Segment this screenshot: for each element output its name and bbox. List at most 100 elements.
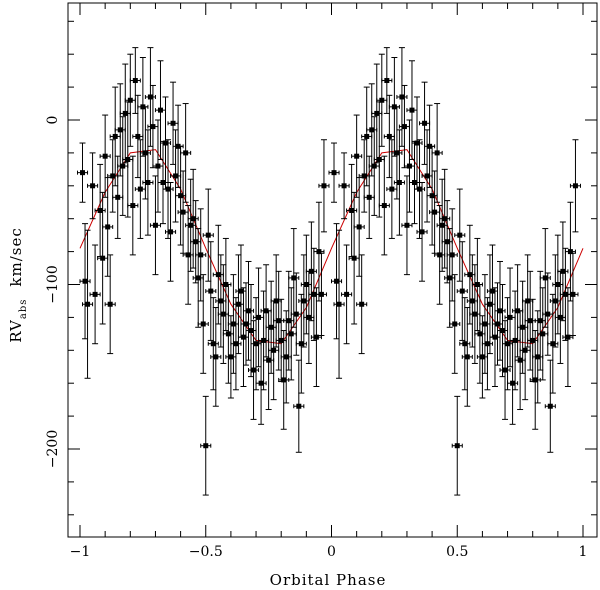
data-point bbox=[122, 101, 134, 218]
point-marker bbox=[457, 232, 463, 238]
data-point bbox=[371, 63, 383, 164]
point-marker bbox=[152, 222, 158, 228]
data-point bbox=[295, 293, 307, 394]
point-marker bbox=[505, 341, 511, 347]
x-tick-label: 1 bbox=[579, 544, 588, 560]
point-marker bbox=[334, 278, 340, 284]
point-marker bbox=[371, 163, 377, 169]
point-marker bbox=[150, 124, 156, 130]
point-marker bbox=[487, 301, 493, 307]
data-point bbox=[127, 155, 139, 256]
point-marker bbox=[411, 180, 417, 186]
data-point bbox=[250, 297, 262, 391]
data-point bbox=[114, 83, 126, 177]
data-point bbox=[502, 297, 514, 391]
data-point bbox=[76, 142, 89, 203]
data-point bbox=[426, 145, 438, 246]
data-point bbox=[557, 221, 569, 322]
data-point bbox=[403, 119, 415, 213]
point-marker bbox=[160, 180, 166, 186]
point-marker bbox=[198, 252, 204, 258]
point-marker bbox=[122, 110, 128, 116]
point-marker bbox=[105, 224, 111, 230]
data-point bbox=[499, 320, 511, 420]
point-marker bbox=[112, 133, 118, 139]
data-point bbox=[205, 241, 217, 341]
data-point bbox=[421, 129, 433, 223]
x-tick-label: −1 bbox=[70, 544, 91, 560]
point-marker bbox=[535, 354, 541, 360]
point-marker bbox=[477, 331, 483, 337]
data-point bbox=[197, 274, 209, 374]
point-marker bbox=[447, 275, 453, 281]
point-marker bbox=[193, 239, 199, 245]
data-point bbox=[356, 254, 368, 355]
point-marker bbox=[469, 298, 475, 304]
data-point bbox=[434, 205, 446, 305]
point-marker bbox=[115, 194, 121, 200]
data-point bbox=[429, 170, 441, 254]
point-marker bbox=[404, 222, 410, 228]
point-marker bbox=[424, 173, 430, 179]
data-point bbox=[569, 139, 581, 233]
point-marker bbox=[452, 321, 458, 327]
data-point bbox=[373, 101, 385, 218]
data-point bbox=[265, 280, 277, 374]
point-marker bbox=[454, 443, 460, 449]
data-point bbox=[353, 177, 365, 277]
data-point bbox=[170, 129, 182, 223]
data-point bbox=[419, 81, 431, 165]
data-point bbox=[416, 182, 428, 282]
point-marker bbox=[130, 203, 136, 209]
data-point bbox=[413, 139, 426, 239]
point-marker bbox=[472, 311, 478, 317]
point-marker bbox=[256, 314, 262, 320]
point-marker bbox=[102, 153, 108, 159]
data-point bbox=[481, 297, 493, 391]
data-point bbox=[474, 284, 486, 384]
data-point bbox=[202, 188, 214, 282]
data-point bbox=[446, 208, 458, 302]
y-axis-label-unit: km/sec bbox=[7, 227, 25, 286]
point-marker bbox=[540, 331, 546, 337]
point-marker bbox=[379, 97, 385, 103]
data-point bbox=[177, 170, 189, 254]
point-marker bbox=[278, 337, 284, 343]
point-marker bbox=[369, 127, 375, 133]
point-marker bbox=[225, 331, 231, 337]
point-marker bbox=[203, 443, 209, 449]
data-point bbox=[537, 287, 549, 381]
point-marker bbox=[205, 232, 211, 238]
data-point bbox=[185, 178, 197, 272]
point-marker bbox=[437, 252, 443, 258]
data-point bbox=[469, 264, 481, 364]
data-point bbox=[240, 282, 252, 366]
data-point bbox=[491, 282, 504, 366]
data-point bbox=[107, 139, 119, 213]
data-point bbox=[227, 274, 239, 374]
point-marker bbox=[359, 301, 365, 307]
y-tick-labels: 0 −100 −200 bbox=[45, 116, 61, 469]
data-point bbox=[144, 47, 156, 147]
point-marker bbox=[386, 133, 392, 139]
point-marker bbox=[100, 255, 106, 261]
point-marker bbox=[97, 207, 103, 213]
point-marker bbox=[137, 186, 143, 192]
point-marker bbox=[200, 321, 206, 327]
point-marker bbox=[422, 120, 428, 126]
point-marker bbox=[135, 133, 141, 139]
y-axis-label-subscript: abs bbox=[18, 299, 29, 320]
data-point bbox=[436, 178, 448, 272]
data-point bbox=[200, 395, 212, 496]
data-point bbox=[242, 260, 255, 361]
data-point bbox=[507, 341, 519, 425]
point-marker bbox=[238, 288, 244, 294]
point-marker bbox=[479, 354, 485, 360]
data-point bbox=[278, 330, 290, 430]
x-tick-label: 0 bbox=[327, 544, 336, 560]
point-marker bbox=[276, 318, 282, 324]
point-marker bbox=[173, 173, 179, 179]
point-marker bbox=[213, 354, 219, 360]
data-point bbox=[315, 252, 327, 336]
y-tick-label: −100 bbox=[45, 265, 61, 303]
